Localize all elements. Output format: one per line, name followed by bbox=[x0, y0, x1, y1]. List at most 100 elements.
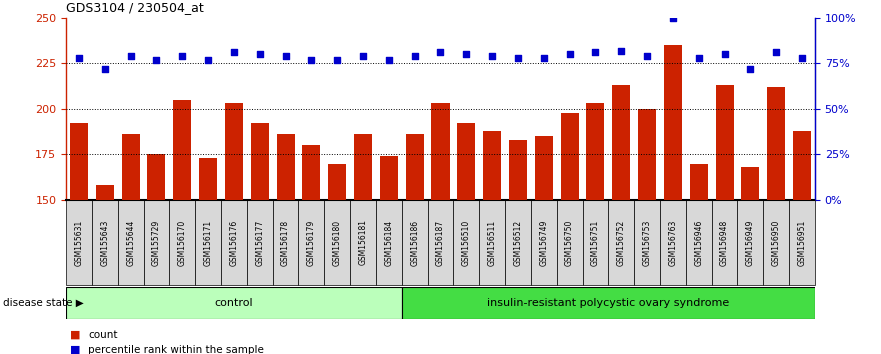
Bar bbox=[196, 200, 221, 285]
Text: GSM155729: GSM155729 bbox=[152, 219, 161, 266]
Point bbox=[278, 53, 292, 59]
Point bbox=[769, 50, 783, 55]
Text: GSM156176: GSM156176 bbox=[229, 219, 239, 266]
Point bbox=[330, 57, 344, 62]
Bar bbox=[741, 167, 759, 200]
Bar bbox=[509, 140, 527, 200]
Bar bbox=[96, 185, 114, 200]
Bar bbox=[324, 200, 350, 285]
Text: ■: ■ bbox=[70, 345, 81, 354]
Point bbox=[537, 55, 551, 61]
Bar bbox=[612, 85, 630, 200]
Text: GDS3104 / 230504_at: GDS3104 / 230504_at bbox=[66, 1, 204, 14]
Text: GSM156511: GSM156511 bbox=[488, 219, 497, 266]
Point bbox=[227, 50, 241, 55]
Text: GSM156948: GSM156948 bbox=[720, 219, 729, 266]
Point bbox=[356, 53, 370, 59]
Point bbox=[589, 50, 603, 55]
Bar bbox=[712, 200, 737, 285]
Bar bbox=[638, 109, 656, 200]
Bar bbox=[685, 200, 712, 285]
Bar bbox=[767, 87, 785, 200]
Text: GSM156180: GSM156180 bbox=[333, 219, 342, 266]
Bar bbox=[454, 200, 479, 285]
Bar bbox=[144, 200, 169, 285]
Text: GSM156750: GSM156750 bbox=[565, 219, 574, 266]
Text: GSM156950: GSM156950 bbox=[772, 219, 781, 266]
Bar bbox=[535, 136, 552, 200]
Bar bbox=[763, 200, 789, 285]
Text: GSM156949: GSM156949 bbox=[746, 219, 755, 266]
Bar bbox=[457, 124, 476, 200]
Text: GSM156763: GSM156763 bbox=[669, 219, 677, 266]
Bar bbox=[66, 287, 402, 319]
Bar bbox=[221, 200, 247, 285]
Point bbox=[201, 57, 215, 62]
Text: GSM156186: GSM156186 bbox=[411, 219, 419, 266]
Bar bbox=[350, 200, 376, 285]
Point bbox=[150, 57, 164, 62]
Bar bbox=[609, 200, 634, 285]
Text: GSM156178: GSM156178 bbox=[281, 219, 290, 266]
Text: insulin-resistant polycystic ovary syndrome: insulin-resistant polycystic ovary syndr… bbox=[487, 298, 729, 308]
Text: GSM156187: GSM156187 bbox=[436, 219, 445, 266]
Bar bbox=[299, 200, 324, 285]
Text: GSM156510: GSM156510 bbox=[462, 219, 470, 266]
Bar bbox=[402, 200, 427, 285]
Text: control: control bbox=[215, 298, 253, 308]
Bar bbox=[402, 287, 815, 319]
Bar bbox=[587, 103, 604, 200]
Point bbox=[433, 50, 448, 55]
Point bbox=[692, 55, 706, 61]
Point bbox=[408, 53, 422, 59]
Bar bbox=[66, 200, 92, 285]
Bar bbox=[380, 156, 398, 200]
Text: GSM156181: GSM156181 bbox=[359, 219, 367, 266]
Bar bbox=[634, 200, 660, 285]
Bar bbox=[479, 200, 505, 285]
Bar bbox=[118, 200, 144, 285]
Bar bbox=[483, 131, 501, 200]
Bar bbox=[122, 135, 140, 200]
Point bbox=[795, 55, 809, 61]
Text: count: count bbox=[88, 330, 117, 339]
Text: ■: ■ bbox=[70, 330, 81, 339]
Point bbox=[511, 55, 525, 61]
Bar bbox=[70, 124, 88, 200]
Text: GSM156753: GSM156753 bbox=[642, 219, 652, 266]
Bar bbox=[376, 200, 402, 285]
Text: GSM155643: GSM155643 bbox=[100, 219, 109, 266]
Point bbox=[123, 53, 137, 59]
Text: GSM156170: GSM156170 bbox=[178, 219, 187, 266]
Point bbox=[304, 57, 318, 62]
Text: GSM156177: GSM156177 bbox=[255, 219, 264, 266]
Bar bbox=[560, 113, 579, 200]
Point bbox=[381, 57, 396, 62]
Bar bbox=[302, 145, 321, 200]
Bar bbox=[174, 100, 191, 200]
Text: GSM155631: GSM155631 bbox=[75, 219, 84, 266]
Text: GSM156179: GSM156179 bbox=[307, 219, 316, 266]
Point bbox=[72, 55, 86, 61]
Text: GSM156512: GSM156512 bbox=[514, 219, 522, 266]
Bar bbox=[199, 158, 217, 200]
Bar bbox=[92, 200, 118, 285]
Point bbox=[744, 66, 758, 72]
Bar bbox=[737, 200, 763, 285]
Bar bbox=[405, 135, 424, 200]
Bar bbox=[789, 200, 815, 285]
Bar bbox=[715, 85, 734, 200]
Point bbox=[563, 51, 577, 57]
Point bbox=[614, 48, 628, 53]
Point bbox=[485, 53, 500, 59]
Bar bbox=[354, 135, 372, 200]
Bar bbox=[664, 45, 682, 200]
Point bbox=[717, 51, 731, 57]
Bar bbox=[793, 131, 811, 200]
Text: GSM156946: GSM156946 bbox=[694, 219, 703, 266]
Bar bbox=[147, 154, 166, 200]
Bar bbox=[427, 200, 454, 285]
Bar bbox=[277, 135, 294, 200]
Point bbox=[666, 15, 680, 21]
Text: GSM156171: GSM156171 bbox=[204, 219, 212, 266]
